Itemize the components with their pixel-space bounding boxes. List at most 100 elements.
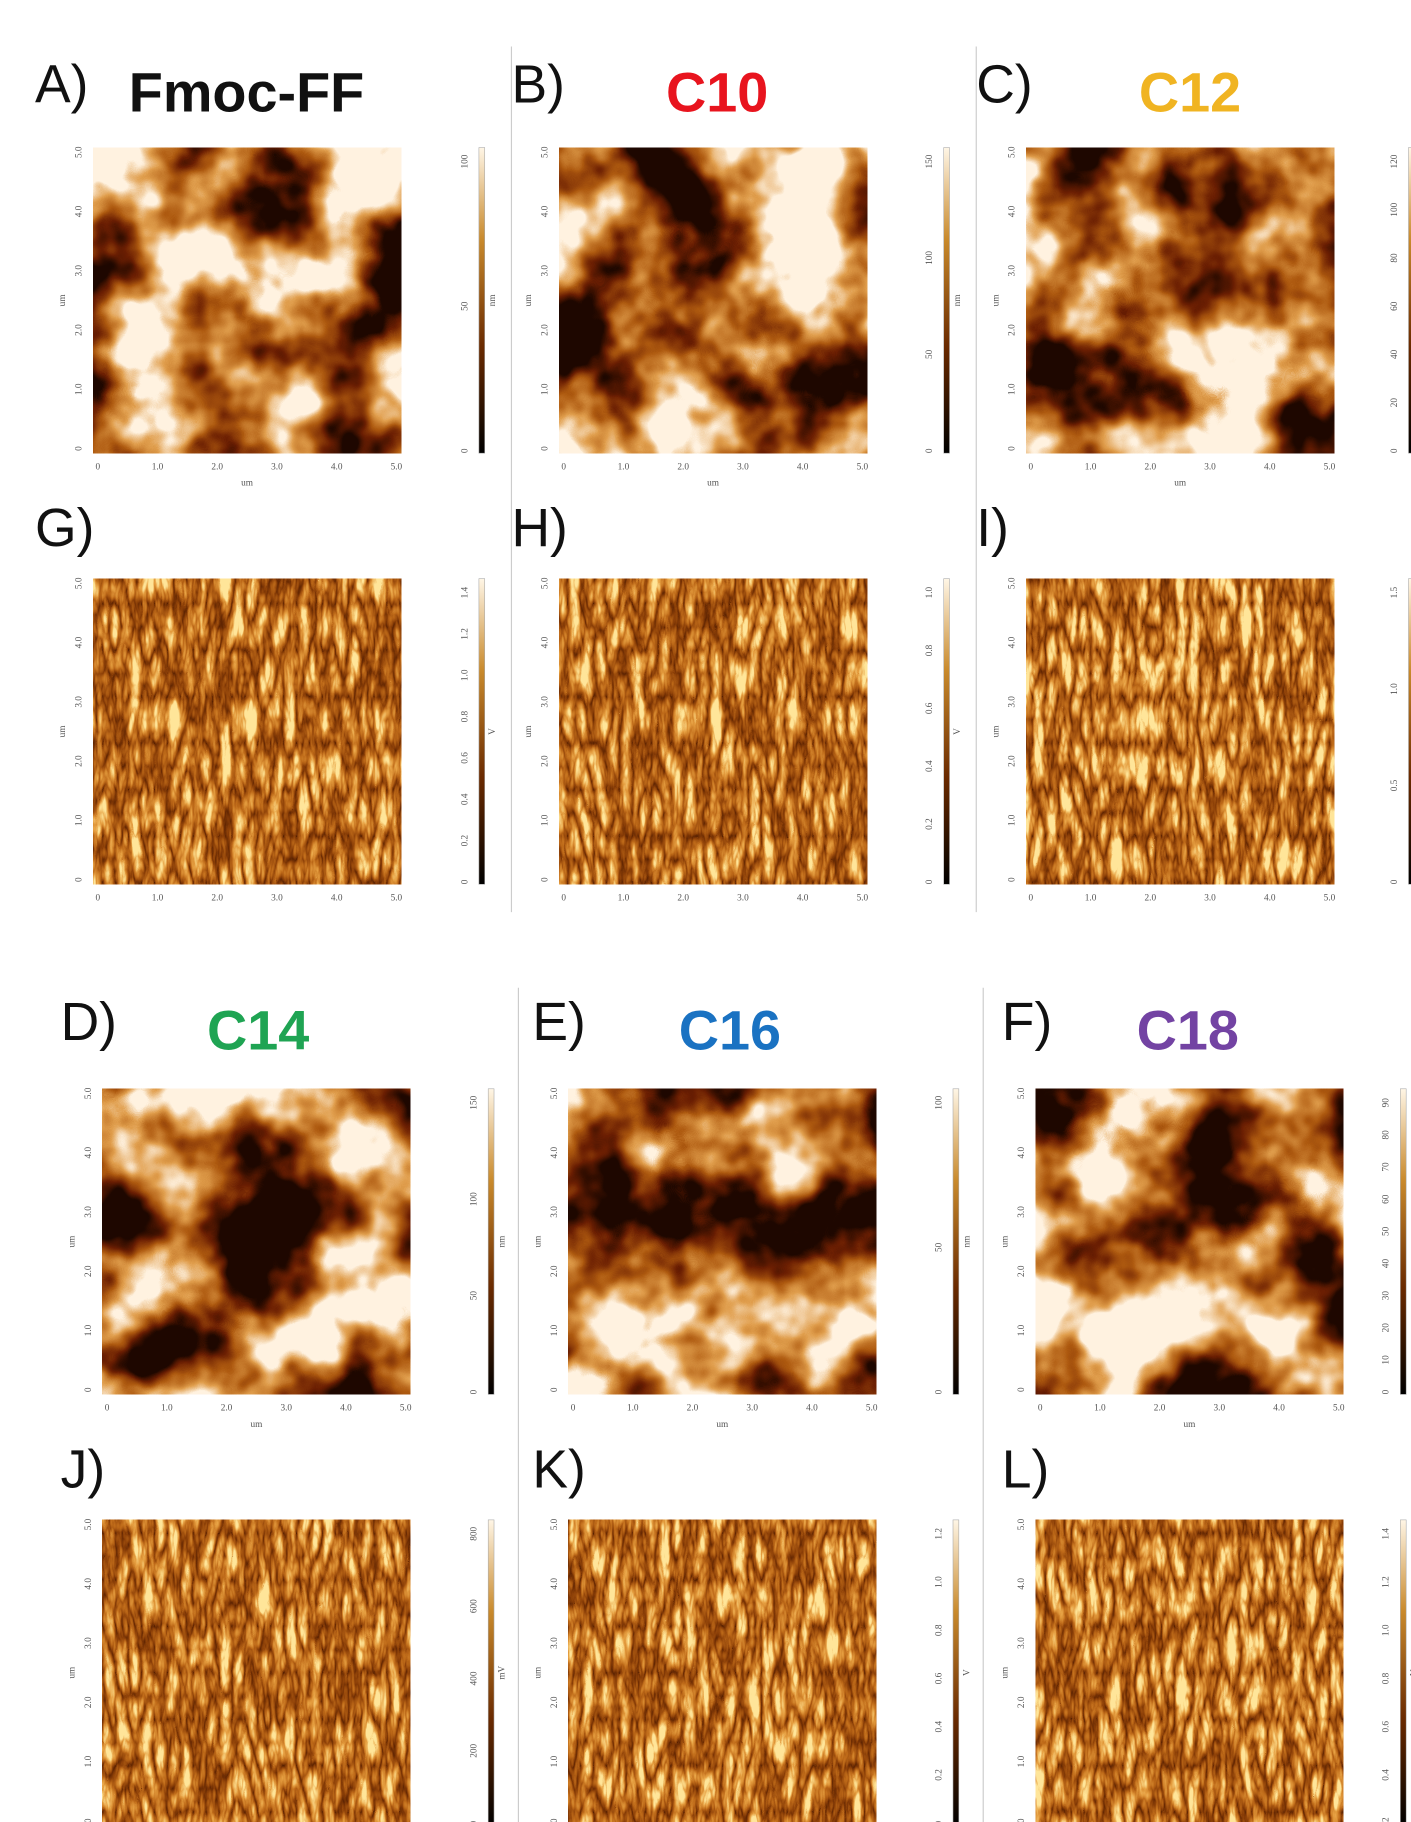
y-tick-label: 2.0 — [84, 1265, 94, 1277]
colorbar-unit: nm — [953, 294, 963, 307]
figure: A) Fmoc-FF 0 0 1.0 1.0 2.0 2.0 3.0 3.0 4.0 4.0 5.0 5.… — [0, 0, 1411, 1822]
colorbar-tick-label: 100 — [460, 154, 470, 168]
y-tick-label: 0 — [550, 1387, 560, 1392]
colorbar-tick-label: 1.0 — [925, 586, 935, 598]
panel-letter: F) — [1002, 993, 1052, 1052]
x-tick-label: 4.0 — [806, 1404, 818, 1414]
colorbar-tick-label: 50 — [470, 1291, 480, 1301]
y-tick-label: 5.0 — [1017, 1087, 1027, 1099]
x-tick-label: 1.0 — [152, 894, 164, 904]
x-tick-label: 1.0 — [1085, 894, 1097, 904]
colorbar-tick-label: 80 — [1382, 1130, 1392, 1140]
sample-name: C12 — [1139, 62, 1241, 124]
colorbar — [944, 579, 950, 885]
colorbar-tick-label: 0 — [470, 1389, 480, 1394]
colorbar-tick-label: 100 — [470, 1192, 480, 1206]
y-tick-label: 1.0 — [540, 383, 550, 395]
x-tick-label: 4.0 — [797, 894, 809, 904]
y-tick-label: 2.0 — [550, 1265, 560, 1277]
y-tick-label: 1.0 — [84, 1755, 94, 1767]
x-tick-label: 4.0 — [1273, 1404, 1285, 1414]
colorbar-tick-label: 80 — [1390, 253, 1400, 263]
colorbar-tick-label: 0.8 — [1382, 1672, 1392, 1684]
colorbar-tick-label: 0 — [1382, 1389, 1392, 1394]
y-tick-label: 0 — [1017, 1818, 1027, 1822]
y-tick-label: 2.0 — [1008, 324, 1018, 336]
y-tick-label: 4.0 — [1008, 205, 1018, 217]
colorbar-tick-label: 100 — [925, 251, 935, 265]
colorbar-tick-label: 50 — [934, 1242, 944, 1252]
sample-name: C16 — [679, 999, 781, 1061]
y-tick-label: 4.0 — [1017, 1147, 1027, 1159]
colorbar-tick-label: 0 — [925, 448, 935, 453]
colorbar-tick-label: 70 — [1382, 1162, 1392, 1172]
x-tick-label: 2.0 — [1145, 462, 1157, 472]
colorbar-tick-label: 1.0 — [1390, 683, 1400, 695]
x-tick-label: 0 — [571, 1404, 576, 1414]
y-tick-label: 5.0 — [75, 577, 85, 589]
colorbar-tick-label: 100 — [1390, 202, 1400, 216]
y-axis-unit: um — [991, 725, 1001, 738]
colorbar-unit: nm — [488, 294, 498, 307]
x-tick-label: 5.0 — [1324, 462, 1336, 472]
panel-letter: A) — [35, 55, 88, 114]
colorbar-tick-label: 0.6 — [1382, 1721, 1392, 1733]
y-tick-label: 1.0 — [75, 383, 85, 395]
y-tick-label: 5.0 — [540, 577, 550, 589]
colorbar-tick-label: 1.2 — [1382, 1576, 1392, 1588]
y-axis-unit: um — [991, 294, 1001, 307]
y-tick-label: 1.0 — [540, 814, 550, 826]
colorbar-tick-label: 0.6 — [925, 702, 935, 714]
colorbar-tick-label: 0.4 — [934, 1721, 944, 1733]
panel-letter: K) — [532, 1440, 585, 1499]
colorbar-tick-label: 0.8 — [460, 710, 470, 722]
colorbar-tick-label: 400 — [470, 1671, 480, 1685]
colorbar-tick-label: 40 — [1382, 1258, 1392, 1268]
panel-letter: J) — [61, 1440, 106, 1499]
y-tick-label: 0 — [1008, 446, 1018, 451]
y-tick-label: 4.0 — [540, 205, 550, 217]
y-axis-unit: um — [524, 294, 534, 307]
colorbar-tick-label: 1.2 — [934, 1528, 944, 1540]
panel-letter: G) — [35, 499, 94, 558]
colorbar-tick-label: 1.2 — [460, 628, 470, 640]
x-axis-unit: um — [1174, 479, 1187, 489]
colorbar — [488, 1089, 494, 1395]
y-tick-label: 3.0 — [84, 1637, 94, 1649]
y-tick-label: 4.0 — [84, 1147, 94, 1159]
colorbar-tick-label: 90 — [1382, 1098, 1392, 1108]
y-tick-label: 0 — [75, 446, 85, 451]
colorbar-tick-label: 0 — [460, 448, 470, 453]
y-tick-label: 3.0 — [75, 265, 85, 277]
colorbar — [479, 148, 485, 454]
y-tick-label: 0 — [84, 1387, 94, 1392]
y-axis-unit: um — [58, 725, 68, 738]
colorbar-tick-label: 0.4 — [925, 760, 935, 772]
colorbar-tick-label: 0.2 — [460, 834, 470, 846]
x-tick-label: 5.0 — [400, 1404, 412, 1414]
afm-image — [568, 1089, 876, 1395]
colorbar-tick-label: 10 — [1382, 1355, 1392, 1365]
colorbar-tick-label: 150 — [470, 1095, 480, 1109]
x-tick-label: 2.0 — [211, 462, 223, 472]
x-tick-label: 4.0 — [1264, 894, 1276, 904]
y-tick-label: 3.0 — [1008, 265, 1018, 277]
y-tick-label: 3.0 — [550, 1637, 560, 1649]
x-tick-label: 2.0 — [687, 1404, 699, 1414]
afm-image — [93, 579, 401, 885]
afm-image — [93, 148, 401, 454]
colorbar — [953, 1089, 959, 1395]
x-tick-label: 0 — [1029, 462, 1034, 472]
x-tick-label: 0 — [561, 894, 566, 904]
y-tick-label: 1.0 — [84, 1324, 94, 1336]
y-tick-label: 4.0 — [1017, 1578, 1027, 1590]
y-tick-label: 2.0 — [84, 1696, 94, 1708]
colorbar — [479, 579, 485, 885]
colorbar — [1400, 1089, 1406, 1395]
sample-name: Fmoc-FF — [129, 62, 364, 124]
afm-image — [102, 1520, 410, 1822]
page: A) Fmoc-FF 0 0 1.0 1.0 2.0 2.0 3.0 3.0 4.0 4.0 5.0 5.… — [0, 0, 1411, 1822]
colorbar-tick-label: 1.4 — [460, 586, 470, 598]
y-tick-label: 1.0 — [1017, 1755, 1027, 1767]
y-tick-label: 0 — [540, 446, 550, 451]
